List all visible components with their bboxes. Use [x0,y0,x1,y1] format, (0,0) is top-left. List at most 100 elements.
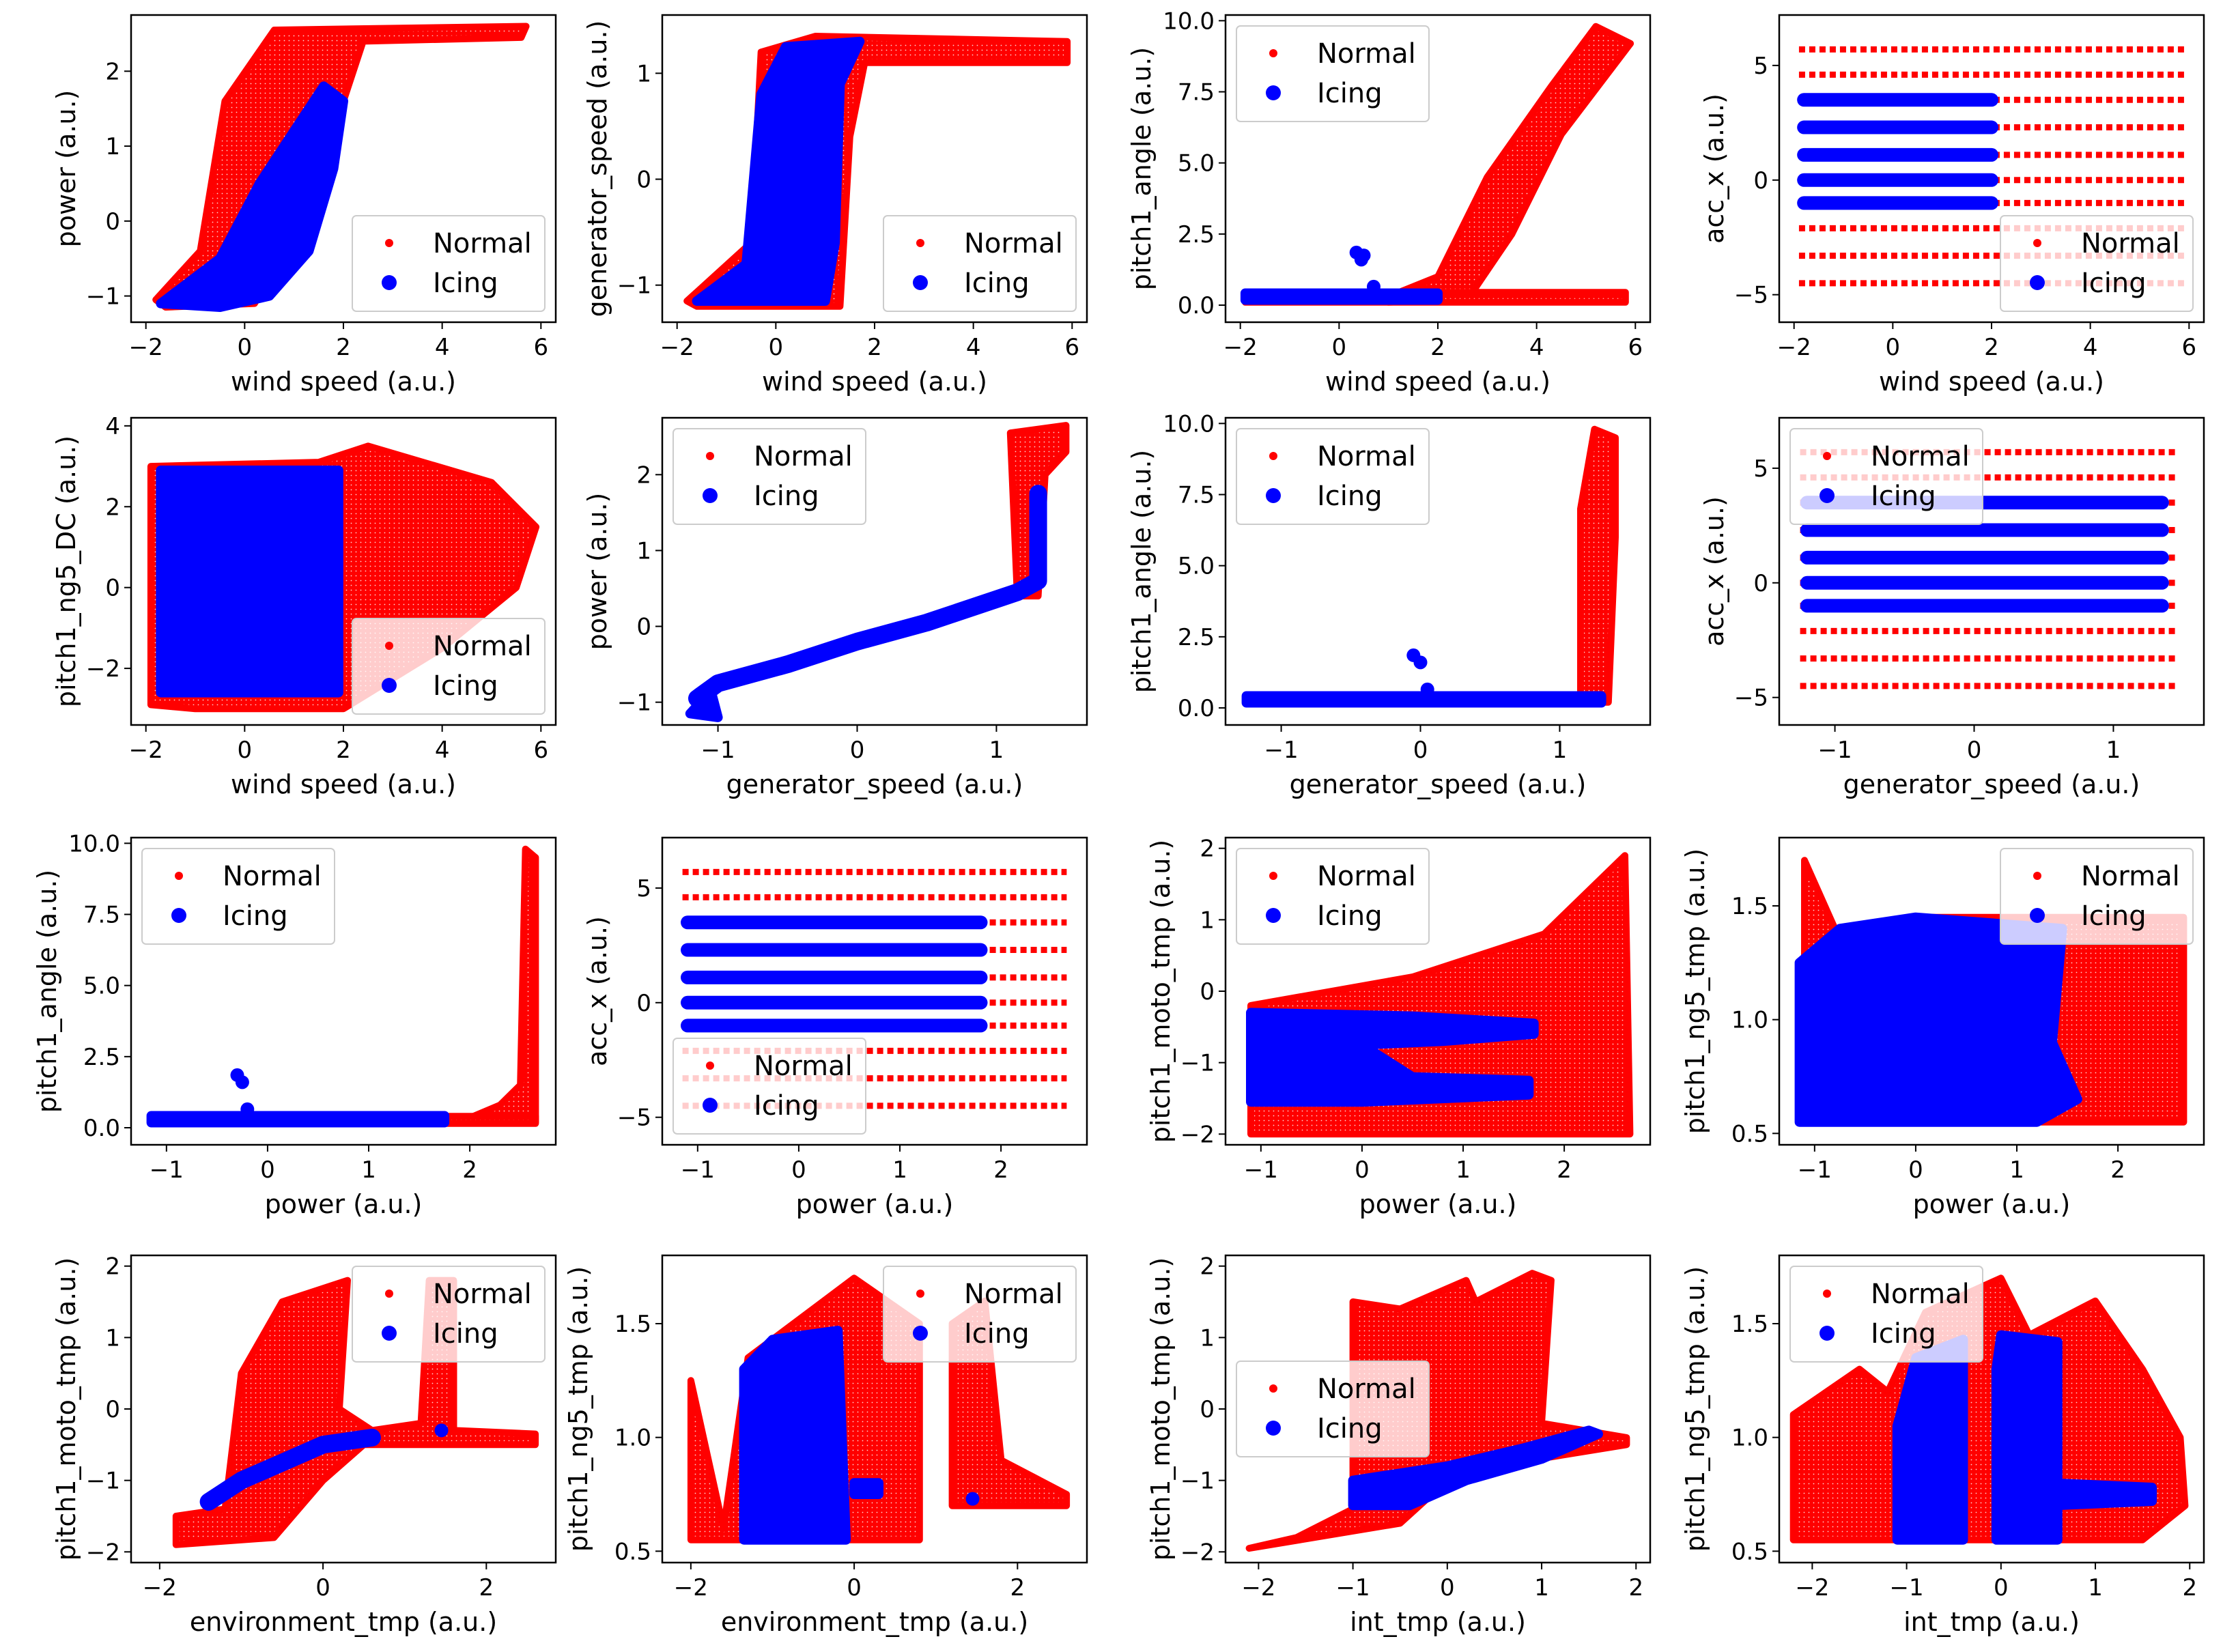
y-tick-label: 1.5 [614,1311,651,1338]
legend: Normal Icing [1236,25,1430,122]
legend-icing-label: Icing [754,481,819,512]
x-tick-label: −1 [1264,737,1299,764]
axes-frame [1778,1254,2205,1564]
x-tick-label: 2 [993,1156,1008,1184]
y-tick-label: 0.0 [83,1115,120,1142]
legend-box [883,1266,1077,1363]
data-layer [1241,425,1619,708]
y-tick-label: 0 [636,167,651,194]
y-tick-label: 0.5 [1731,1538,1768,1565]
legend-icing-label: Icing [2081,900,2147,932]
legend-icing-marker [382,275,397,290]
x-tick-label: 0 [1886,334,1901,361]
subplot-6: −1 0 1 −1 0 1 2 generator_speed (a.u.) power (a.… [582,416,1088,799]
legend-box [1236,25,1430,122]
legend-normal-label: Normal [1871,441,1970,472]
y-tick-label: 0 [1200,978,1215,1006]
legend: Normal Icing [141,848,335,945]
y-axis-label: acc_x (a.u.) [582,916,612,1066]
x-tick-label: −2 [143,1574,177,1601]
x-tick-label: 1 [361,1156,376,1184]
x-tick-label: 1 [2009,1156,2024,1184]
y-axis-label: pitch1_angle (a.u.) [1127,47,1157,290]
legend-normal-marker [2033,872,2041,880]
icing-point [1366,279,1380,294]
y-tick-label: 2 [105,1253,120,1281]
legend-normal-label: Normal [964,228,1063,259]
legend: Normal Icing [2000,215,2194,312]
y-tick-label: 0.0 [1178,292,1215,319]
y-tick-label: 1.5 [1731,1311,1768,1338]
y-tick-label: 5.0 [1178,150,1215,177]
y-tick-label: 0 [105,1396,120,1423]
legend-icing-marker [1266,488,1281,503]
icing-point-cloud [1794,912,2082,1127]
data-layer [1240,23,1634,306]
x-tick-label: −1 [1890,1574,1924,1601]
icing-point-cloud [1240,288,1443,305]
icing-point-cloud [849,1478,883,1499]
x-axis-label: wind speed (a.u.) [1325,367,1551,397]
y-tick-label: 1 [105,1324,120,1352]
y-tick-label: 2 [105,58,120,85]
icing-point-cloud [1991,1330,2063,1545]
x-tick-label: 4 [1529,334,1544,361]
x-tick-label: 2 [2110,1156,2125,1184]
data-layer [685,422,1070,722]
legend-icing-label: Icing [433,1318,498,1350]
x-axis-label: wind speed (a.u.) [1879,367,2104,397]
x-axis-label: generator_speed (a.u.) [1843,769,2140,799]
x-tick-label: 1 [989,737,1004,764]
legend-box [1789,1266,1983,1363]
legend-normal-marker [175,872,183,880]
x-tick-label: −2 [674,1574,708,1601]
y-tick-label: 7.5 [1178,482,1215,509]
y-tick-label: 0.5 [614,1538,651,1565]
y-tick-label: 0 [1200,1396,1215,1423]
legend-normal-label: Normal [2081,228,2180,259]
x-tick-label: 0 [260,1156,275,1184]
x-tick-label: −1 [681,1156,715,1184]
icing-point-band [199,1428,381,1511]
y-tick-label: 5.0 [1178,553,1215,580]
y-tick-label: 1 [636,537,651,565]
data-layer [146,845,539,1128]
y-tick-label: 2 [105,494,120,521]
legend: Normal Icing [352,618,546,715]
legend-normal-label: Normal [1317,861,1416,892]
subplot-13: −2 0 2 −2 −1 0 1 2 environment_tmp (a.u.) pitch1_… [51,1253,557,1637]
y-axis-label: pitch1_ng5_tmp (a.u.) [1680,1266,1710,1552]
legend: Normal Icing [1236,1361,1430,1457]
x-tick-label: 2 [1010,1574,1025,1601]
subplot-14: −2 0 2 0.5 1.0 1.5 environment_tmp (a.u.) pitch… [563,1254,1088,1637]
legend: Normal Icing [672,1038,866,1135]
y-tick-label: 1.0 [1731,1007,1768,1034]
legend-normal-marker [706,1062,714,1070]
y-axis-label: pitch1_moto_tmp (a.u.) [1146,1257,1176,1561]
legend-normal-marker [1269,452,1277,460]
y-tick-label: 7.5 [1178,79,1215,106]
x-tick-label: 0 [847,1574,862,1601]
axes-frame [1778,836,2205,1146]
legend-box [672,1038,866,1135]
icing-point-cloud [2043,1478,2157,1511]
axes-frame [661,836,1088,1146]
y-tick-label: 0 [105,208,120,236]
x-tick-label: 4 [435,334,450,361]
icing-point-cloud [685,686,723,722]
x-tick-label: 1 [1534,1574,1549,1601]
legend-normal-label: Normal [433,631,532,662]
x-axis-label: power (a.u.) [796,1189,954,1219]
legend: Normal Icing [672,428,866,525]
x-axis-label: environment_tmp (a.u.) [190,1607,497,1637]
x-axis-label: wind speed (a.u.) [231,769,456,799]
subplot-5: −2 0 2 4 6 −2 0 2 4 wind speed (a.u.) pitch1_ng5_D… [51,413,557,799]
x-tick-label: 6 [1628,334,1643,361]
y-tick-label: 2 [1200,836,1215,863]
x-axis-label: wind speed (a.u.) [762,367,987,397]
legend: Normal Icing [883,1266,1077,1363]
normal-point-cloud [1577,425,1619,706]
data-layer [1800,448,2177,689]
icing-point [235,1075,249,1090]
legend-box [2000,848,2194,945]
